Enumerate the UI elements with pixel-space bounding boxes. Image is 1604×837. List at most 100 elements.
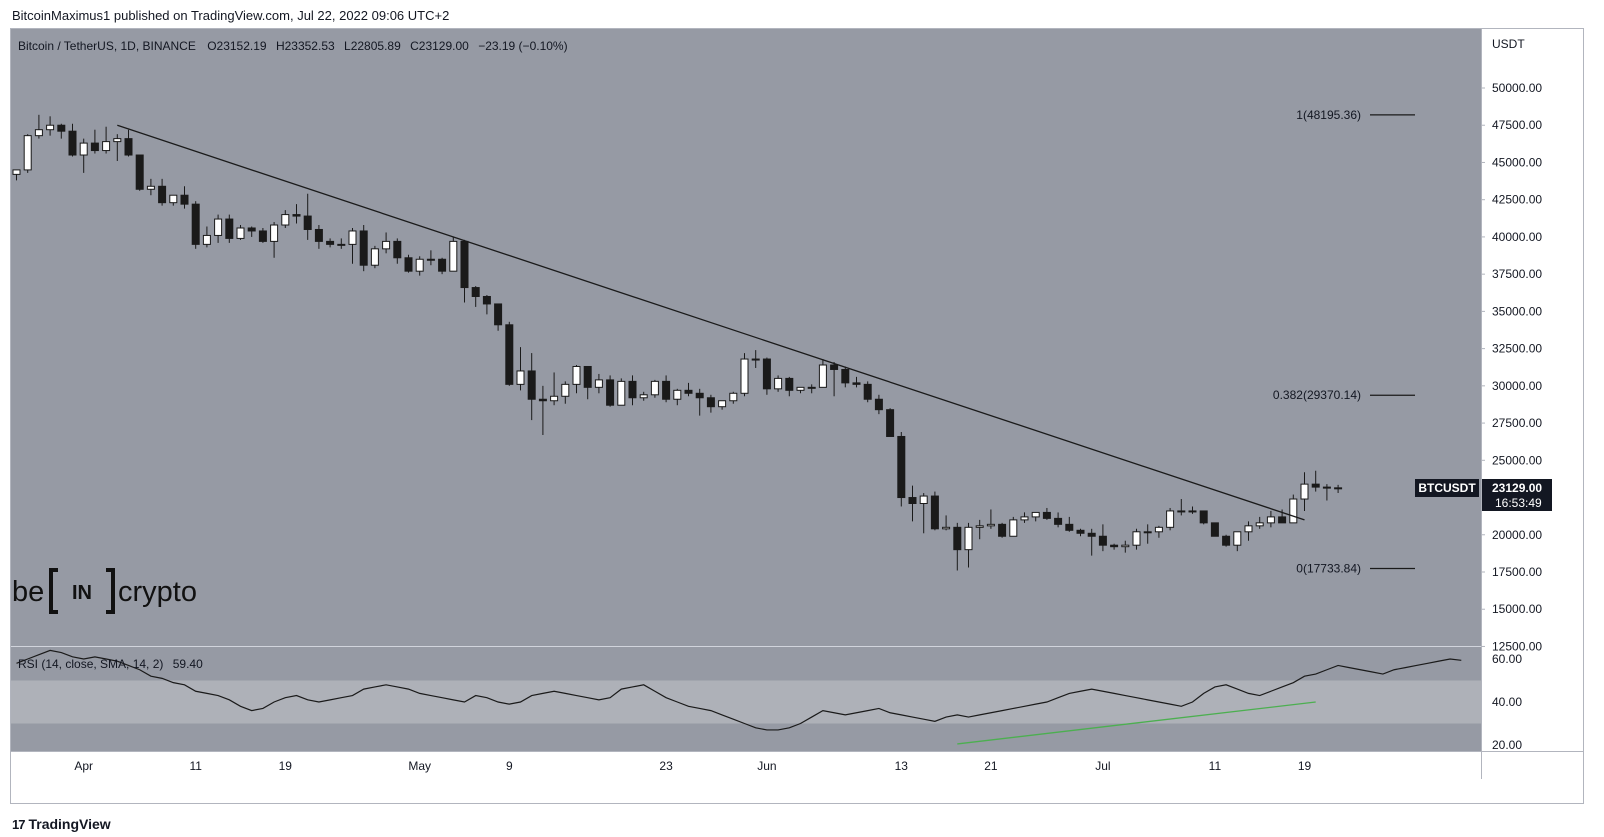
candle	[1334, 484, 1343, 493]
watermark-be: be	[12, 576, 44, 608]
candle-body	[639, 394, 648, 399]
candle	[68, 123, 77, 157]
time-tick-label: Jun	[757, 759, 776, 773]
candle-body	[393, 240, 402, 259]
candle	[1278, 509, 1287, 524]
price-tick-label: 17500.00	[1492, 565, 1542, 579]
candle	[886, 408, 895, 437]
candle	[292, 204, 301, 224]
candle	[404, 254, 413, 273]
candle-body	[841, 368, 850, 384]
legend-low: 22805.89	[351, 39, 401, 53]
price-tick-label: 35000.00	[1492, 304, 1542, 318]
candle	[863, 381, 872, 403]
candle	[337, 238, 346, 249]
candle	[628, 375, 637, 406]
candle-body	[505, 324, 514, 385]
candle	[998, 522, 1007, 538]
candle	[1177, 499, 1186, 516]
candle	[684, 382, 693, 397]
price-tick-label: 40000.00	[1492, 230, 1542, 244]
candle-body	[550, 395, 559, 402]
candle-body	[270, 224, 279, 242]
candle	[516, 347, 525, 391]
watermark-brackets	[49, 568, 115, 614]
candle-body	[1278, 516, 1287, 524]
candle	[90, 129, 99, 154]
candle	[270, 222, 279, 258]
candle	[102, 126, 111, 154]
candle	[718, 400, 727, 410]
candle-body	[68, 130, 77, 156]
legend[interactable]: Bitcoin / TetherUS, 1D, BINANCE O23152.1…	[18, 39, 568, 53]
time-tick-label: 11	[189, 759, 202, 773]
price-axis[interactable]: 50000.00 47500.00 45000.00 42500.00 40000.00…	[1481, 81, 1542, 653]
candle	[1054, 512, 1063, 528]
candle-body	[1300, 483, 1309, 500]
candle-body	[1132, 531, 1141, 546]
last-price-tag[interactable]: BTCUSDT 23129.00 16:53:49	[1415, 479, 1552, 511]
candle-body	[236, 227, 245, 239]
publisher-line: BitcoinMaximus1 published on TradingView…	[12, 8, 450, 23]
candle	[1199, 510, 1208, 525]
candle-body	[113, 138, 122, 143]
candle	[1166, 507, 1175, 531]
overlays-layer: 1(48195.36) 0.382(29370.14) 0(17733.84)	[16, 108, 1462, 745]
candle	[751, 350, 760, 368]
candle-body	[169, 194, 178, 204]
candle-body	[964, 526, 973, 551]
time-axis[interactable]: Apr 11 19 May 9 23 Jun 13 21 Jul 11 19	[74, 759, 1311, 773]
candle	[482, 295, 491, 315]
symbol-tag-bg	[1415, 479, 1479, 497]
candle	[818, 359, 827, 388]
candle-body	[214, 218, 223, 236]
candle	[673, 388, 682, 406]
candle-body	[998, 523, 1007, 537]
candle-body	[23, 135, 32, 171]
time-tick-label: Apr	[74, 759, 93, 773]
candle	[225, 214, 234, 243]
candle-body	[460, 240, 469, 289]
price-tick-label: 30000.00	[1492, 379, 1542, 393]
candle-body	[34, 129, 43, 137]
candle	[303, 193, 312, 240]
rsi-legend-value: 59.40	[173, 657, 203, 671]
candle	[561, 381, 570, 404]
rsi-tick-label: 20.00	[1492, 738, 1522, 752]
candle	[370, 245, 379, 269]
candle-body	[191, 203, 200, 245]
candle	[774, 375, 783, 392]
candle	[191, 201, 200, 249]
candle-body	[482, 295, 491, 305]
candle-body	[281, 214, 290, 226]
candle	[538, 385, 547, 435]
candle	[1132, 528, 1141, 550]
candle-body	[617, 380, 626, 406]
legend-symbol: Bitcoin / TetherUS, 1D, BINANCE	[18, 39, 196, 53]
price-tick-label: 27500.00	[1492, 416, 1542, 430]
descending-trendline	[117, 124, 1305, 521]
candle	[449, 236, 458, 272]
candle-body	[225, 218, 234, 239]
candle	[1065, 516, 1074, 532]
candle	[1087, 528, 1096, 556]
candle-body	[919, 495, 928, 504]
candle	[639, 391, 648, 401]
footer-brand[interactable]: 17 TradingView	[12, 816, 111, 832]
candle	[382, 232, 391, 254]
candle	[23, 134, 32, 173]
price-pane[interactable]	[11, 29, 1481, 646]
candle-body	[135, 154, 144, 190]
candle	[1009, 516, 1018, 537]
candle-body	[1255, 522, 1264, 527]
candle	[314, 225, 323, 249]
candle	[1322, 484, 1331, 501]
rsi-axis[interactable]: 60.00 40.00 20.00	[1492, 652, 1522, 752]
candle-body	[337, 243, 346, 246]
candle-body	[1121, 544, 1130, 548]
rsi-legend[interactable]: RSI (14, close, SMA, 14, 2) 59.40	[18, 657, 203, 671]
candle-body	[1177, 510, 1186, 513]
candle	[1098, 524, 1107, 552]
candle	[785, 376, 794, 397]
